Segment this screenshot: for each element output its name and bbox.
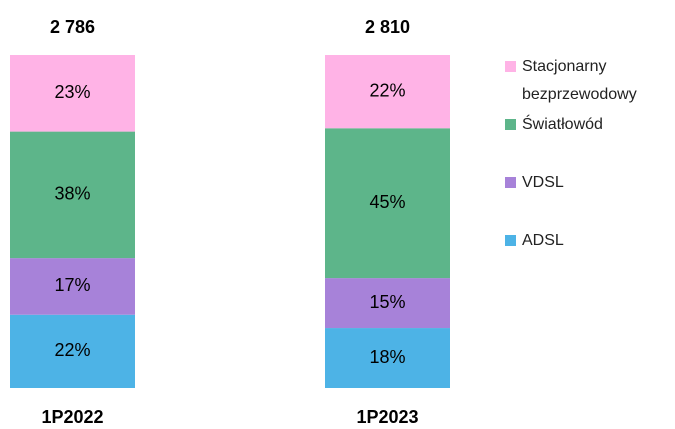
legend-label: ADSL bbox=[522, 232, 564, 249]
data-label: 15% bbox=[369, 292, 405, 312]
legend-swatch bbox=[505, 119, 516, 130]
data-label: 17% bbox=[54, 275, 90, 295]
data-label: 22% bbox=[369, 80, 405, 100]
x-tick-label: 1P2023 bbox=[356, 407, 418, 427]
legend-swatch bbox=[505, 177, 516, 188]
legend-swatch bbox=[505, 61, 516, 72]
bar-segment bbox=[325, 128, 450, 279]
legend-label: VDSL bbox=[522, 174, 564, 191]
legend-item: Światłowód bbox=[505, 111, 672, 139]
data-label: 18% bbox=[369, 347, 405, 367]
legend-swatch bbox=[505, 235, 516, 246]
bar-segment bbox=[10, 55, 135, 132]
data-label: 22% bbox=[54, 340, 90, 360]
data-label: 23% bbox=[54, 82, 90, 102]
legend-item: Stacjonarny bezprzewodowy bbox=[505, 53, 672, 109]
data-label: 38% bbox=[54, 184, 90, 204]
total-label: 2 810 bbox=[365, 17, 410, 37]
legend-item: ADSL bbox=[505, 227, 672, 255]
bar-segment bbox=[325, 55, 450, 129]
data-label: 45% bbox=[369, 192, 405, 212]
bar-segment bbox=[10, 314, 135, 388]
total-label: 2 786 bbox=[50, 17, 95, 37]
bar-segment bbox=[325, 278, 450, 329]
legend-item: VDSL bbox=[505, 169, 672, 197]
bar-segment bbox=[10, 258, 135, 315]
x-tick-label: 1P2022 bbox=[41, 407, 103, 427]
bar-segment bbox=[325, 328, 450, 388]
bar-segment bbox=[10, 131, 135, 259]
legend-label: Stacjonarny bezprzewodowy bbox=[522, 58, 637, 103]
legend-label: Światłowód bbox=[522, 116, 603, 133]
